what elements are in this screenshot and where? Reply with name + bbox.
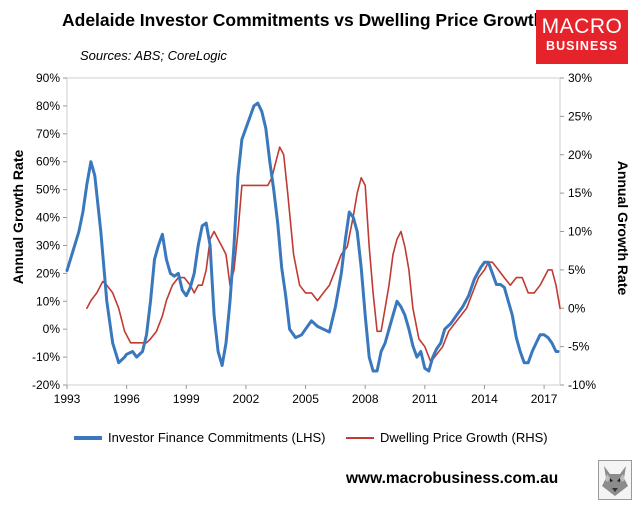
x-tick-label: 2002 [233, 392, 260, 406]
y-left-tick-label: 10% [36, 294, 60, 308]
y-left-tick-label: -20% [32, 378, 60, 392]
legend-label-investor: Investor Finance Commitments (LHS) [108, 430, 326, 445]
x-tick-label: 2014 [471, 392, 498, 406]
y-left-tick-label: 0% [43, 322, 61, 336]
logo-text-top: MACRO [541, 15, 623, 38]
x-tick-label: 1996 [113, 392, 140, 406]
series-line-investor [65, 101, 560, 373]
y-right-tick-label: -5% [568, 340, 590, 354]
series-layer [65, 101, 561, 373]
y-right-tick-label: 10% [568, 225, 592, 239]
y-right-tick-label: 15% [568, 186, 592, 200]
x-tick-label: 1999 [173, 392, 200, 406]
y-left-tick-label: 20% [36, 266, 60, 280]
website-url: www.macrobusiness.com.au [346, 470, 559, 487]
y-left-tick-label: 90% [36, 71, 60, 85]
y-right-tick-label: -10% [568, 378, 596, 392]
chart-subtitle: Sources: ABS; CoreLogic [80, 48, 227, 63]
x-tick-label: 2008 [352, 392, 379, 406]
legend-item-dwelling: Dwelling Price Growth (RHS) [346, 430, 548, 445]
macrobusiness-logo: MACRO BUSINESS [536, 10, 628, 64]
y-left-tick-label: 70% [36, 127, 60, 141]
legend-label-dwelling: Dwelling Price Growth (RHS) [380, 430, 548, 445]
y-left-tick-label: 80% [36, 99, 60, 113]
logo-text-bottom: BUSINESS [546, 39, 618, 53]
y-left-tick-label: 30% [36, 238, 60, 252]
series-line-dwelling [86, 146, 561, 363]
tick-labels: -20% -10% 0% 10% 20% 30% 40% 50% 60% 70% 80% 90% -10… [32, 71, 596, 406]
x-tick-label: 2017 [531, 392, 558, 406]
y-right-tick-label: 30% [568, 71, 592, 85]
x-tick-label: 1993 [54, 392, 81, 406]
axis-ticks [63, 77, 564, 389]
wolf-logo-icon [598, 460, 632, 500]
chart-title: Adelaide Investor Commitments vs Dwellin… [62, 10, 545, 30]
y-right-tick-label: 25% [568, 109, 592, 123]
y-right-tick-label: 20% [568, 148, 592, 162]
legend-swatch-dwelling [346, 436, 374, 439]
y-left-tick-label: 40% [36, 211, 60, 225]
y-right-tick-label: 5% [568, 263, 586, 277]
x-tick-label: 2011 [412, 392, 438, 406]
plot-area-frame [66, 77, 561, 386]
legend-swatch-investor [74, 435, 102, 440]
x-tick-label: 2005 [292, 392, 319, 406]
y-left-tick-label: 50% [36, 183, 60, 197]
legend-item-investor: Investor Finance Commitments (LHS) [74, 430, 325, 445]
y-left-tick-label: 60% [36, 155, 60, 169]
y-right-tick-label: 0% [568, 301, 586, 315]
y-left-tick-label: -10% [32, 350, 60, 364]
